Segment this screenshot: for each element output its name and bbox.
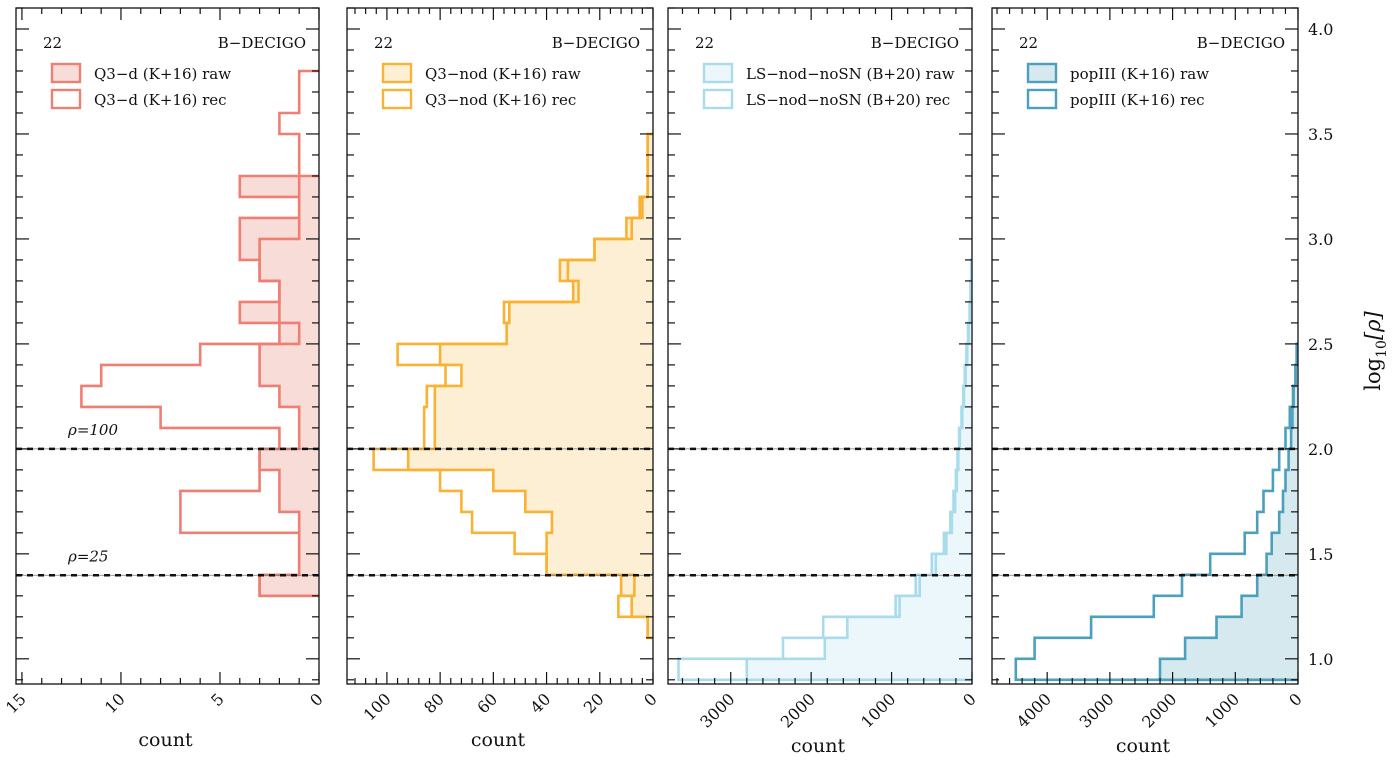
legend-swatch [381,88,413,110]
x-tick-label: 80 [420,689,448,717]
detector-label: B−DECIGO [552,34,640,52]
plot-area [992,342,1298,682]
y-tick-label: 4.0 [1308,20,1333,39]
y-tick-label: 2.5 [1308,335,1333,354]
series-rec-outline [80,69,319,598]
x-tick-label: 1000 [857,689,899,731]
legend-label: Q3−nod (K+16) rec [425,91,576,109]
threshold-label: ρ=100 [67,421,118,439]
legend-label: Q3−d (K+16) raw [94,65,231,83]
series-rec-outline [1014,342,1298,682]
x-tick-label: 60 [473,689,501,717]
legend-swatch [1026,62,1058,84]
x-axis-label: count [1116,735,1171,757]
legend-label: LS−nod−noSN (B+20) raw [746,65,955,83]
x-tick-label: 100 [360,689,395,724]
y-tick-label: 1.5 [1308,545,1333,564]
y-tick-label: 2.0 [1308,440,1333,459]
x-tick-label: 4000 [1013,689,1055,731]
x-axis-label: count [791,735,846,757]
panel-1: ρ=100 ρ=25 0 5 10 15 count 22 B−DECIGO Q3−d (K+16… [2,7,327,751]
legend-swatch [381,62,413,84]
y-axis-label: log10[ρ] [1361,311,1390,391]
x-tick-label: 3000 [696,689,738,731]
plot-area [347,132,653,640]
legend-label: popIII (K+16) rec [1070,91,1205,109]
x-tick-label: 1000 [1201,689,1243,731]
x-tick-label: 2000 [777,689,819,731]
plot-area [668,258,972,682]
x-tick-label: 5 [207,689,228,710]
y-axis-label-part: 10 [1374,340,1390,358]
panel-number-label: 22 [1019,34,1038,52]
detector-label: B−DECIGO [218,34,306,52]
x-tick-label: 0 [306,689,327,710]
plot-area [16,69,319,598]
legend-swatch [1026,88,1058,110]
threshold-label: ρ=25 [67,547,108,565]
x-tick-label: 3000 [1075,689,1117,731]
x-tick-label: 0 [1285,689,1306,710]
axes-frame [667,7,973,685]
y-tick-label: 3.5 [1308,125,1333,144]
legend-swatch [702,88,734,110]
x-tick-label: 0 [640,689,661,710]
panel-number-label: 22 [374,34,393,52]
legend-label: LS−nod−noSN (B+20) rec [746,91,950,109]
detector-label: B−DECIGO [871,34,959,52]
axes-frame [15,7,320,685]
series-rec-outline [372,132,653,640]
x-axis-label: count [138,729,193,751]
y-axis-label-part: [ρ] [1361,311,1385,341]
x-tick-label: 15 [2,689,30,717]
x-axis-label: count [471,729,526,751]
x-tick-label: 40 [527,689,555,717]
panel-3: 0 1000 2000 3000 count 22 B−DECIGO LS−nod−noSN … [667,7,980,757]
y-tick-label: 1.0 [1308,650,1333,669]
axes-frame [991,7,1299,685]
x-tick-label: 2000 [1138,689,1180,731]
legend-label: Q3−nod (K+16) raw [425,65,581,83]
axes-frame [346,7,654,685]
legend-label: popIII (K+16) raw [1070,65,1209,83]
series-raw-outline [238,174,319,598]
legend-swatch [50,88,82,110]
y-tick-label: 3.0 [1308,230,1333,249]
x-tick-label: 10 [101,689,129,717]
panel-2: 0 20 40 60 80 100 count 22 B−DECIGO Q3−nod (K+16)… [346,7,661,751]
panel-4: 0 1000 2000 3000 4000 count 22 B−DECIGO popIII (… [991,7,1333,757]
series-raw-fill [1160,343,1298,680]
detector-label: B−DECIGO [1197,34,1285,52]
x-tick-label: 20 [580,689,608,717]
x-tick-label: 0 [959,689,980,710]
panel-number-label: 22 [43,34,62,52]
y-axis-label-part: log [1361,358,1385,391]
legend-label: Q3−d (K+16) rec [94,91,227,109]
legend-swatch [50,62,82,84]
legend-swatch [702,62,734,84]
panel-number-label: 22 [695,34,714,52]
